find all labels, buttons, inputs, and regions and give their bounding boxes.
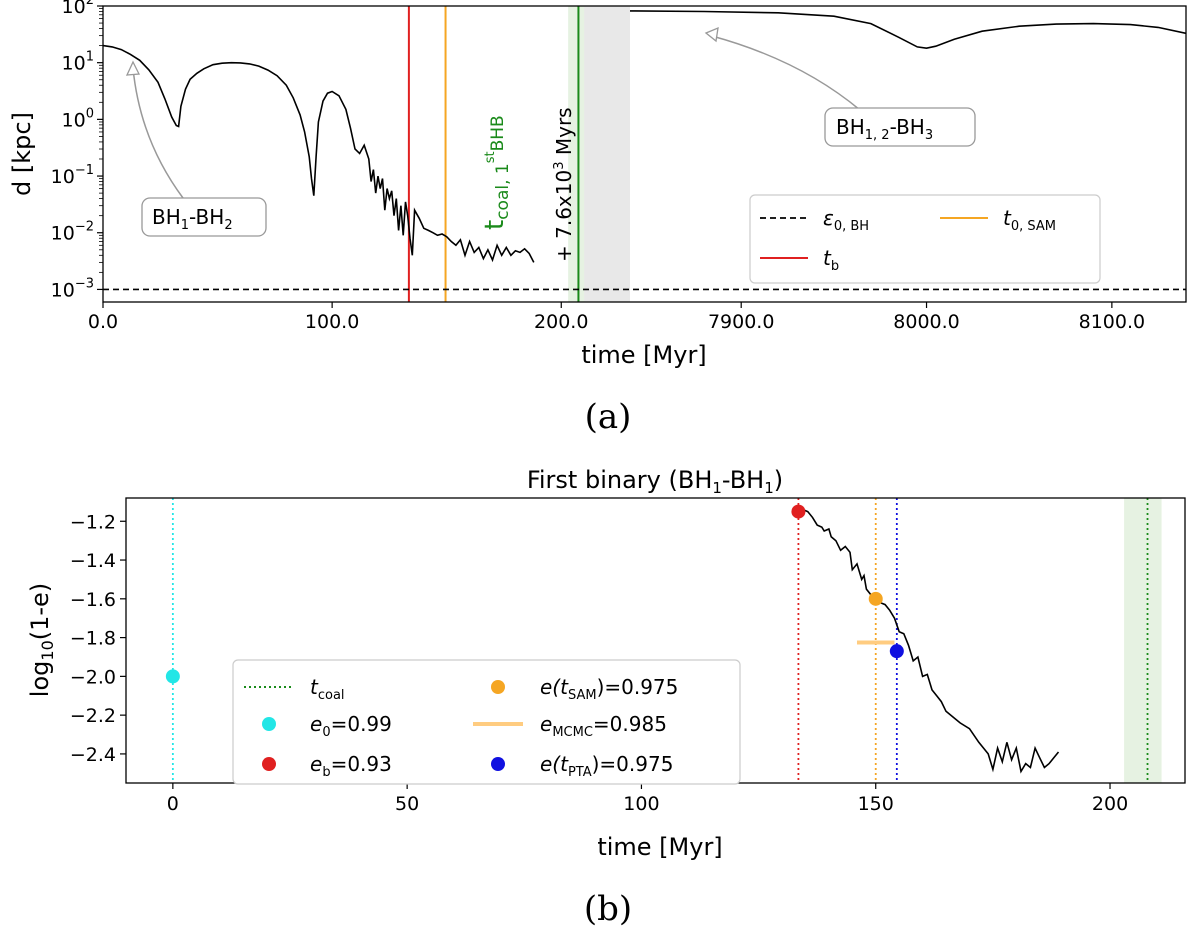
- panel-b-chart: First binary (BH1-BH1) 0 50 100 150 200 −1.2…: [26, 466, 1186, 861]
- legend-a-frame: [749, 194, 1101, 284]
- panel-b-ylabel: log10(1-e): [26, 583, 57, 697]
- annotation-box-bh12-bh3: [824, 107, 976, 147]
- panel-a-chart: 0.0 100.0 200.0 7900.0 8000.0 8100.0 10−3 10−2…: [8, 0, 1187, 369]
- x-tick-label: 7900.0: [708, 311, 774, 333]
- panel-a-axes-frame: [102, 5, 1187, 303]
- y-tick-label: 10−3: [51, 276, 94, 301]
- legend-b-epta-label: e(tPTA)=0.975: [540, 752, 673, 780]
- annotation-arrow-bh1-bh2: [132, 67, 184, 199]
- annotation-box-bh1-bh2: [141, 197, 267, 237]
- legend-b-esam-label: e(tSAM)=0.975: [540, 675, 678, 703]
- y-tick-label: −1.6: [70, 589, 116, 611]
- legend-b-esam-swatch: [491, 680, 505, 694]
- panel-b-label: (b): [584, 889, 632, 929]
- point-t-b: [791, 504, 806, 519]
- point-t-sam: [868, 591, 883, 606]
- panel-a-xlabel: time [Myr]: [581, 341, 706, 369]
- panel-b-title: First binary (BH1-BH1): [527, 466, 783, 497]
- annotation-bh1-bh2: BH1-BH2: [125, 60, 267, 237]
- y-tick-label: −2.4: [70, 744, 116, 766]
- gap-label: + 7.6x103 Myrs: [552, 107, 576, 262]
- legend-a-tsam-label: t0, SAM: [1003, 206, 1056, 234]
- x-tick-label: 100.0: [305, 311, 359, 333]
- legend-b-eb-swatch: [262, 757, 276, 771]
- y-tick-label: −1.2: [70, 511, 116, 533]
- legend-a-tb-label: tb: [823, 246, 839, 274]
- x-tick-label: 50: [395, 793, 419, 815]
- y-tick-label: 10−2: [51, 220, 94, 245]
- coal-label: tcoal, 1stBHB: [480, 115, 513, 230]
- legend-b-e0-swatch: [262, 717, 276, 731]
- eccentricity-curve: [802, 508, 1060, 774]
- annotation-arrow-bh12-bh3: [711, 35, 861, 111]
- annotation-arrowhead-bh12-bh3: [704, 26, 719, 43]
- x-tick-label: 0: [167, 793, 179, 815]
- svg-text:BH1-BH2: BH1-BH2: [152, 205, 233, 233]
- annotation-bh12-bh3: BH1, 2-BH3: [704, 26, 976, 147]
- panel-a-label: (a): [585, 397, 632, 437]
- svg-text:BH1, 2-BH3: BH1, 2-BH3: [836, 115, 933, 143]
- x-tick-label: 100: [623, 793, 659, 815]
- x-tick-label: 8000.0: [893, 311, 959, 333]
- y-tick-label: −2.2: [70, 705, 116, 727]
- y-tick-label: −1.4: [70, 550, 116, 572]
- legend-b-emcmc-label: eMCMC=0.985: [540, 712, 667, 740]
- legend-b-e0-label: e0=0.99: [310, 712, 392, 740]
- legend-b: tcoal e0=0.99 eb=0.93 e(tSAM)=0.975 eMCM…: [232, 659, 741, 785]
- annotation-arrowhead-bh1-bh2: [125, 60, 141, 76]
- x-tick-label: 150: [858, 793, 894, 815]
- x-tick-label: 200: [1092, 793, 1128, 815]
- y-tick-label: 101: [62, 50, 94, 75]
- x-tick-label: 0.0: [88, 311, 118, 333]
- x-tick-label: 8100.0: [1079, 311, 1145, 333]
- y-tick-label: −1.8: [70, 628, 116, 650]
- coal-band: [1124, 498, 1162, 783]
- panel-b-xlabel: time [Myr]: [597, 833, 722, 861]
- legend-b-eb-label: eb=0.93: [310, 752, 392, 780]
- y-tick-label: −2.0: [70, 666, 116, 688]
- time-gap-band: [584, 6, 630, 302]
- legend-b-tcoal-label: tcoal: [310, 675, 345, 703]
- x-tick-label: 200.0: [534, 311, 588, 333]
- panel-a-ylabel: d [kpc]: [8, 112, 36, 196]
- point-e0: [165, 669, 180, 684]
- y-tick-label: 10−1: [51, 163, 94, 188]
- y-tick-label: 102: [62, 0, 94, 18]
- curve-bh12-bh3: [629, 10, 1186, 50]
- legend-b-epta-swatch: [491, 757, 505, 771]
- curve-bh1-bh2: [103, 44, 535, 263]
- legend-a-epsilon-label: ε0, BH: [823, 206, 869, 234]
- legend-a: ε0, BH tb t0, SAM: [749, 194, 1101, 284]
- point-t-pta: [889, 644, 904, 659]
- y-tick-label: 100: [62, 106, 94, 131]
